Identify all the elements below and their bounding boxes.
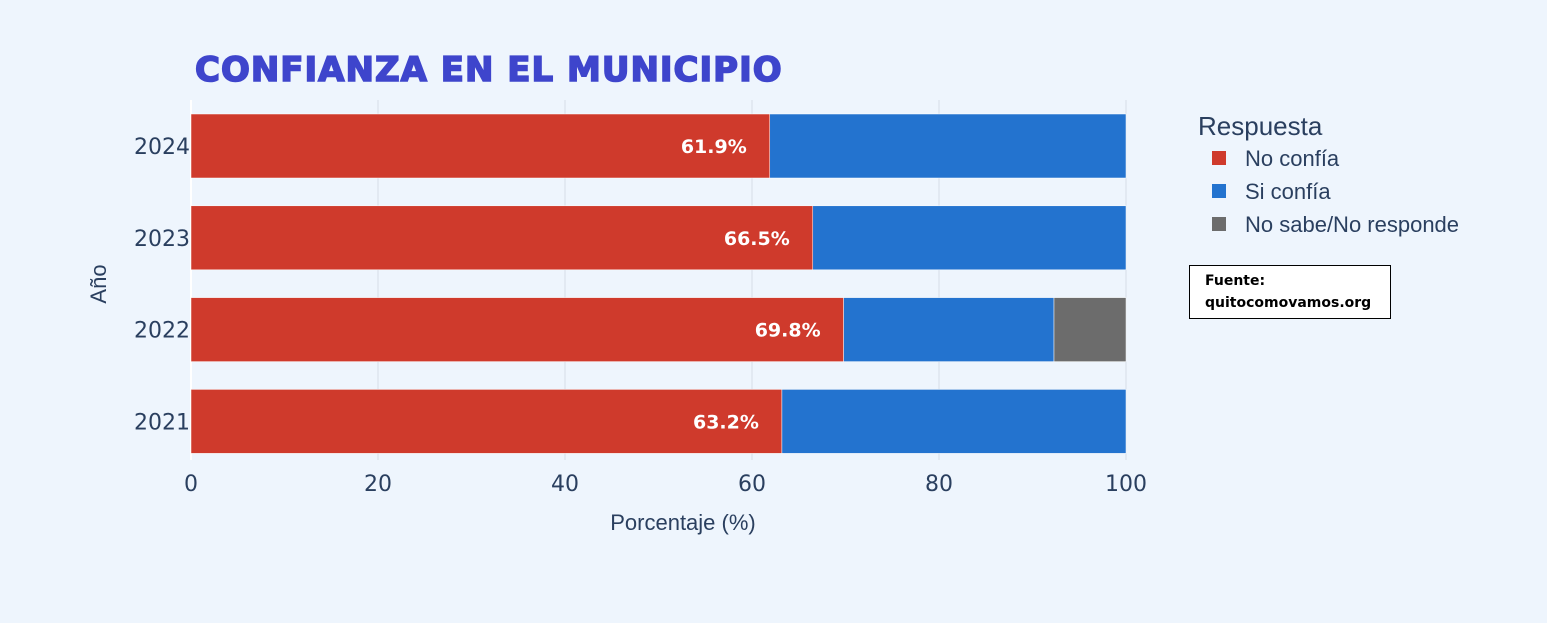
legend-label: No sabe/No responde xyxy=(1245,212,1459,237)
bar-segment xyxy=(190,113,771,179)
bar-data-label: 63.2% xyxy=(693,411,759,433)
x-axis-ticks: 0 20 40 60 80 100 xyxy=(184,472,1147,497)
y-axis-ticks: 2024 2023 2022 2021 xyxy=(134,135,190,435)
x-tick-label: 0 xyxy=(184,472,198,497)
bar-segment xyxy=(190,297,844,362)
bar-segment xyxy=(781,389,1127,454)
legend-swatch xyxy=(1212,184,1226,198)
bar-segment xyxy=(843,297,1055,362)
y-tick-label: 2024 xyxy=(134,135,190,160)
x-axis-title: Porcentaje (%) xyxy=(610,510,756,535)
chart-title: CONFIANZA EN EL MUNICIPIO xyxy=(195,50,783,90)
source-box: Fuente: quitocomovamos.org xyxy=(1189,265,1391,319)
x-tick-label: 60 xyxy=(738,472,766,497)
y-tick-label: 2023 xyxy=(134,227,190,252)
bar-data-label: 61.9% xyxy=(681,136,747,158)
bar-data-label: 66.5% xyxy=(724,228,790,250)
legend-swatch xyxy=(1212,151,1226,165)
source-url: quitocomovamos.org xyxy=(1205,295,1371,311)
y-axis-title: Año xyxy=(86,264,111,303)
x-tick-label: 40 xyxy=(551,472,579,497)
bars-group xyxy=(190,113,1127,454)
x-tick-label: 80 xyxy=(925,472,953,497)
legend-label: Si confía xyxy=(1245,179,1331,204)
bar-segment xyxy=(1053,297,1127,362)
x-tick-label: 100 xyxy=(1105,472,1147,497)
y-tick-label: 2021 xyxy=(134,410,190,435)
legend-title: Respuesta xyxy=(1198,111,1323,141)
x-tick-label: 20 xyxy=(364,472,392,497)
legend-label: No confía xyxy=(1245,146,1340,171)
bar-labels-group: 61.9% 66.5% 69.8% 63.2% xyxy=(681,136,821,433)
bar-segment xyxy=(190,205,814,271)
bar-segment xyxy=(812,205,1127,271)
bar-data-label: 69.8% xyxy=(755,320,821,342)
y-tick-label: 2022 xyxy=(134,319,190,344)
legend: Respuesta No confía Si confía No sabe/No r… xyxy=(1198,111,1459,237)
bar-segment xyxy=(769,113,1127,179)
legend-swatch xyxy=(1212,217,1226,231)
source-label: Fuente: xyxy=(1205,273,1265,289)
